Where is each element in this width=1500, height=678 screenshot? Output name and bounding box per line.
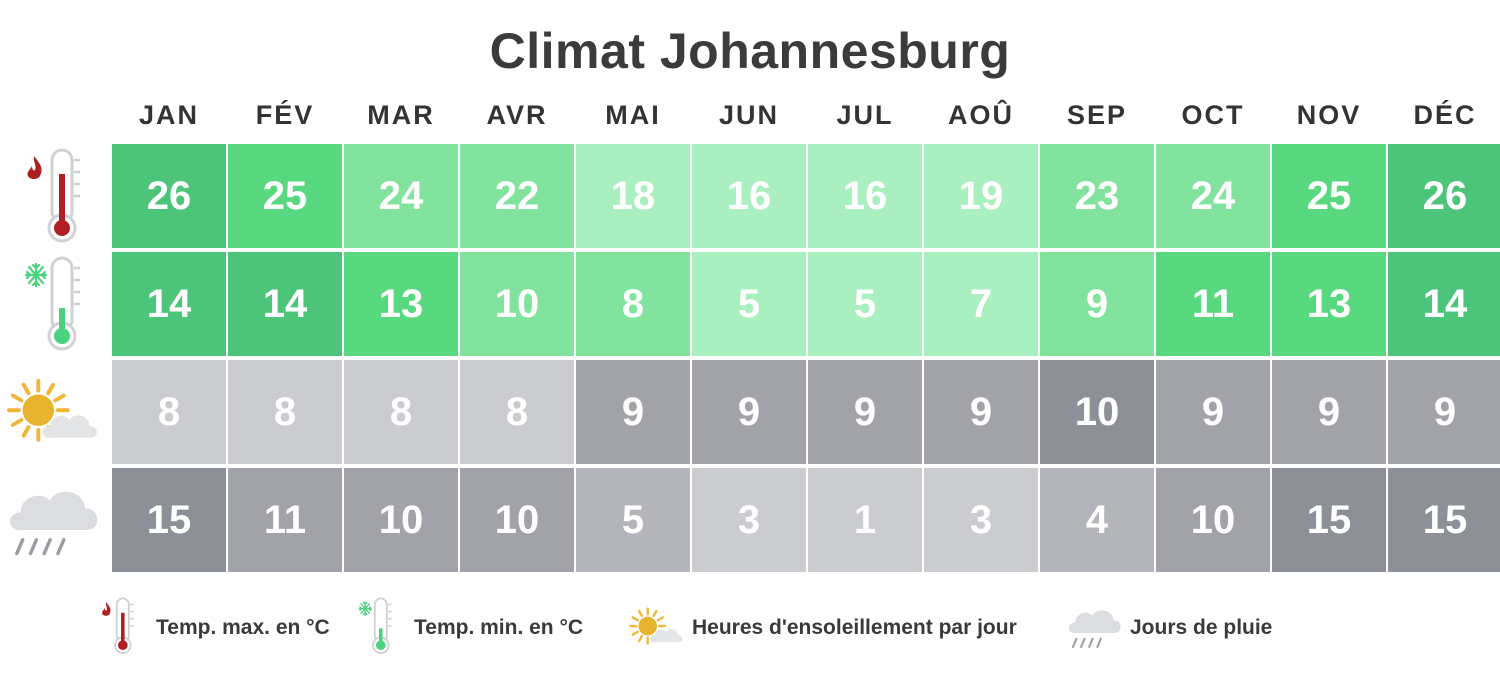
rain-days-cell: 15: [112, 468, 226, 572]
legend-item-sunshine: Heures d'ensoleillement par jour: [628, 596, 1017, 660]
month-label: JUN: [718, 100, 779, 130]
temp-max-cell: 25: [1272, 144, 1386, 248]
rain-days-cell: 1: [808, 468, 922, 572]
sunshine-cell: 9: [808, 360, 922, 464]
sunshine-cell: 10: [1040, 360, 1154, 464]
legend-item-temp-max: Temp. max. en °C: [100, 596, 460, 660]
rain-days-cell: 10: [344, 468, 458, 572]
month-label: OCT: [1181, 100, 1245, 130]
temp-max-cell: 22: [460, 144, 574, 248]
sunshine-cell: 8: [344, 360, 458, 464]
temp-min-cell: 14: [112, 252, 226, 356]
sunshine-cell: 8: [112, 360, 226, 464]
rain-days-cell: 3: [692, 468, 806, 572]
climate-grid: 26 25 24 22 18 16 16 19 23 24 25 26 14 14 13 10 8 5 5 7 9 11 1…: [110, 144, 1500, 576]
temp-max-cell: 24: [1156, 144, 1270, 248]
sun-cloud-icon: [0, 360, 108, 464]
legend-label: Jours de pluie: [1130, 616, 1273, 639]
sunshine-cell: 8: [460, 360, 574, 464]
month-label: MAR: [367, 100, 435, 130]
month-label: FÉV: [255, 100, 315, 130]
temp-min-cell: 13: [344, 252, 458, 356]
sunshine-cell: 9: [1156, 360, 1270, 464]
temp-min-cell: 14: [1388, 252, 1500, 356]
legend-label: Temp. min. en °C: [414, 616, 584, 639]
chart-title: Climat Johannesburg: [489, 23, 1011, 79]
month-label: AOÛ: [948, 100, 1014, 130]
temp-min-cell: 10: [460, 252, 574, 356]
temp-min-cell: 9: [1040, 252, 1154, 356]
legend-item-rain-days: Jours de pluie: [1066, 596, 1426, 660]
rain-days-cell: 15: [1272, 468, 1386, 572]
temp-min-cell: 13: [1272, 252, 1386, 356]
temp-min-cell: 5: [692, 252, 806, 356]
rain-days-cell: 10: [460, 468, 574, 572]
temp-max-cell: 24: [344, 144, 458, 248]
legend-item-temp-min: Temp. min. en °C: [358, 596, 718, 660]
temp-min-cell: 14: [228, 252, 342, 356]
sunshine-cell: 8: [228, 360, 342, 464]
temp-max-cell: 16: [692, 144, 806, 248]
temp-min-cell: 11: [1156, 252, 1270, 356]
legend-label: Heures d'ensoleillement par jour: [692, 616, 1017, 639]
rain-days-cell: 5: [576, 468, 690, 572]
temp-max-cell: 26: [112, 144, 226, 248]
sunshine-cell: 9: [692, 360, 806, 464]
month-label: MAI: [605, 100, 661, 130]
rain-days-cell: 15: [1388, 468, 1500, 572]
rain-days-cell: 10: [1156, 468, 1270, 572]
month-header-row: JAN FÉV MAR AVR MAI JUN JUL AOÛ SEP OCT NOV DÉC: [110, 100, 1500, 140]
cold-thermometer-icon: [0, 252, 108, 356]
month-label: NOV: [1296, 100, 1362, 130]
temp-min-cell: 7: [924, 252, 1038, 356]
month-label: AVR: [486, 100, 548, 130]
temp-max-cell: 23: [1040, 144, 1154, 248]
rain-days-cell: 4: [1040, 468, 1154, 572]
legend: Temp. max. en °C Temp. min. en °C Heures d…: [100, 596, 1400, 660]
legend-label: Temp. max. en °C: [156, 616, 330, 639]
sunshine-cell: 9: [576, 360, 690, 464]
month-label: JUL: [836, 100, 894, 130]
temp-min-cell: 8: [576, 252, 690, 356]
rain-days-cell: 3: [924, 468, 1038, 572]
month-label: SEP: [1066, 100, 1128, 130]
hot-thermometer-icon: [0, 144, 108, 248]
temp-max-cell: 26: [1388, 144, 1500, 248]
sunshine-cell: 9: [1272, 360, 1386, 464]
month-label: DÉC: [1413, 100, 1477, 130]
temp-min-cell: 5: [808, 252, 922, 356]
sunshine-cell: 9: [924, 360, 1038, 464]
rain-cloud-icon: [0, 468, 108, 572]
temp-max-cell: 18: [576, 144, 690, 248]
rain-days-cell: 11: [228, 468, 342, 572]
sunshine-cell: 9: [1388, 360, 1500, 464]
temp-max-cell: 25: [228, 144, 342, 248]
temp-max-cell: 19: [924, 144, 1038, 248]
month-label: JAN: [138, 100, 199, 130]
temp-max-cell: 16: [808, 144, 922, 248]
